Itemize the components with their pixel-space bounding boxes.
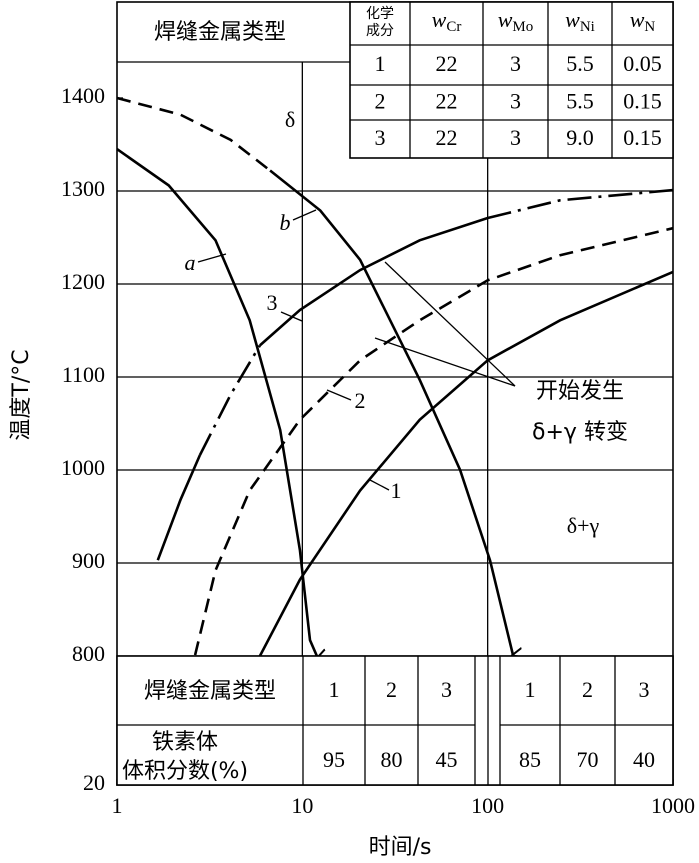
- table-cell: 1: [329, 677, 340, 702]
- curve: [193, 226, 674, 656]
- x-tick-label: 1000: [651, 793, 695, 818]
- table-cell: 3: [510, 89, 521, 114]
- table-cell: 0.15: [623, 89, 662, 114]
- y-tick-label: 1400: [61, 83, 105, 108]
- curve-label: a: [185, 250, 196, 275]
- curve: [156, 454, 202, 561]
- table-cell: 40: [633, 747, 655, 772]
- table-cell: 5.5: [566, 89, 594, 114]
- x-tick-label: 1: [112, 793, 123, 818]
- table-cell: 80: [381, 747, 403, 772]
- table-cell: 22: [436, 125, 458, 150]
- table-cell: 1: [375, 51, 386, 76]
- curve-label: b: [280, 210, 291, 235]
- curve: [259, 216, 489, 347]
- table-cell: 0.15: [623, 125, 662, 150]
- annotation-leader: [374, 337, 516, 387]
- x-tick-label: 10: [291, 793, 313, 818]
- table-cell: 3: [510, 51, 521, 76]
- table-cell: 22: [436, 89, 458, 114]
- y-tick-label: 1100: [62, 362, 105, 387]
- annotation: δ+γ 转变: [532, 420, 628, 445]
- table-cell: 5.5: [566, 51, 594, 76]
- table-header: wN: [630, 7, 656, 35]
- table-cell: 9.0: [566, 125, 594, 150]
- table-background: [349, 1, 674, 159]
- table-cell: 2: [386, 677, 397, 702]
- phase-label: δ: [285, 107, 295, 132]
- table-cell: 3: [375, 125, 386, 150]
- type-box-label: 焊缝金属类型: [154, 20, 286, 45]
- header-subscript: N: [644, 19, 655, 35]
- header-symbol: w: [630, 7, 645, 32]
- y-axis-label: 温度T/°C: [9, 349, 34, 440]
- table-cell: 3: [510, 125, 521, 150]
- x-tick-label: 100: [471, 793, 504, 818]
- table-cell: 70: [577, 747, 599, 772]
- table-cell: 2: [582, 677, 593, 702]
- annotation: 开始发生: [536, 379, 624, 404]
- curve: [258, 270, 674, 657]
- table-header: 化学: [366, 6, 394, 22]
- y-tick-label: 900: [72, 548, 105, 573]
- x-axis-label: 时间/s: [369, 835, 432, 860]
- table-cell: 3: [441, 677, 452, 702]
- table-header: 体积分数(%): [122, 759, 248, 784]
- curve-label: 1: [391, 478, 402, 503]
- table-header: wMo: [498, 7, 534, 35]
- table-cell: 85: [519, 747, 541, 772]
- table-cell: 45: [436, 747, 458, 772]
- table-cell: 95: [323, 747, 345, 772]
- y-tick-label: 1200: [61, 269, 105, 294]
- table-background: [116, 655, 674, 786]
- header-subscript: Mo: [512, 19, 533, 35]
- curve: [198, 344, 262, 456]
- table-header: 焊缝金属类型: [144, 679, 276, 704]
- table-cell: 1: [525, 677, 536, 702]
- y-tick-label: 800: [72, 641, 105, 666]
- phase-label: δ+γ: [567, 513, 600, 538]
- curve-label-leader: [197, 253, 227, 263]
- y-tick-label: 1300: [61, 176, 105, 201]
- y-tick-label: 20: [83, 770, 105, 795]
- table-header: wNi: [565, 7, 595, 35]
- curve-label: 2: [355, 388, 366, 413]
- y-tick-label: 1000: [61, 455, 105, 480]
- table-cell: 0.05: [623, 51, 662, 76]
- table-cell: 3: [639, 677, 650, 702]
- curve: [487, 188, 674, 220]
- curve: [269, 169, 513, 656]
- curve-label: 3: [267, 290, 278, 315]
- curve-label-leader: [369, 479, 390, 491]
- header-symbol: w: [432, 7, 447, 32]
- header-subscript: Cr: [446, 19, 461, 35]
- curve-label-leader: [292, 209, 317, 221]
- header-symbol: w: [498, 7, 513, 32]
- table-cell: 22: [436, 51, 458, 76]
- annotation-leader: [384, 261, 516, 387]
- curve-label-leader: [326, 389, 352, 401]
- table-header: 铁素体: [152, 730, 218, 755]
- curve: [116, 148, 318, 658]
- table-header: 成分: [366, 23, 394, 39]
- header-subscript: Ni: [580, 19, 595, 35]
- table-cell: 2: [375, 89, 386, 114]
- curve-label-leader: [280, 311, 303, 322]
- header-symbol: w: [565, 7, 580, 32]
- curve: [116, 96, 271, 172]
- table-header: wCr: [432, 7, 462, 35]
